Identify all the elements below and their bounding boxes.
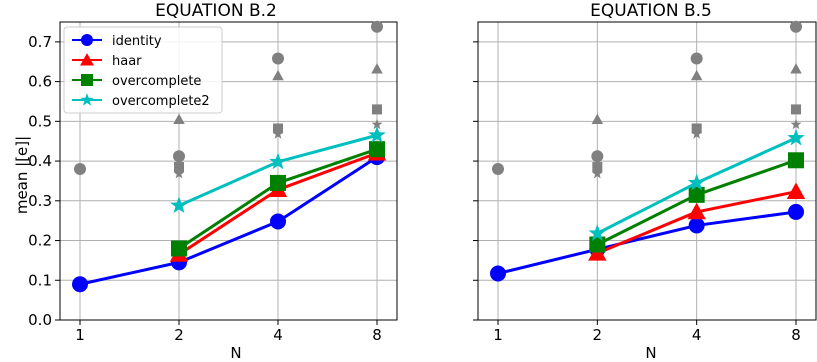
data-point-overcomplete2 — [588, 224, 607, 241]
gray-point — [173, 113, 185, 124]
gray-point — [592, 162, 603, 173]
series-line-identity — [497, 210, 797, 275]
data-point-overcomplete — [589, 236, 606, 253]
legend-marker-identity — [81, 34, 93, 46]
x-tick-label: 2 — [174, 326, 184, 344]
legend-box — [63, 26, 223, 114]
data-point-haar — [687, 202, 706, 220]
gray-point — [691, 128, 703, 139]
data-point-identity — [72, 276, 88, 293]
data-point-overcomplete2 — [269, 152, 287, 170]
y-tick-label: 0.2 — [28, 232, 52, 250]
gray-point — [690, 52, 703, 65]
left-plot-panel: 0.0 0.1 0.2 0.3 0.4 0.5 0.6 0.7 1 2 4 8 — [28, 20, 398, 344]
data-point-overcomplete — [270, 174, 286, 191]
y-tick-label: 0.3 — [28, 192, 52, 210]
gray-point — [272, 128, 284, 139]
x-tick-label: 1 — [75, 326, 85, 344]
plot-frame — [59, 21, 398, 321]
y-tick-label: 0.4 — [28, 152, 52, 170]
x-tick-label: 1 — [493, 326, 503, 344]
data-point-overcomplete2 — [368, 126, 386, 143]
gray-point — [790, 63, 802, 74]
x-tick-label: 4 — [692, 326, 702, 344]
data-point-identity — [788, 203, 804, 220]
gray-point — [791, 104, 801, 115]
legend-label-identity: identity — [112, 34, 162, 49]
gray-point — [492, 163, 504, 176]
data-point-overcomplete — [688, 186, 705, 203]
gray-point — [591, 150, 604, 163]
right-chart-title: EQUATION B.5 — [590, 1, 712, 21]
data-point-overcomplete — [171, 240, 187, 257]
x-tick-label: 8 — [791, 326, 801, 344]
data-point-haar — [786, 182, 806, 200]
legend-label-haar: haar — [112, 54, 142, 69]
x-tick-label: 8 — [372, 326, 382, 344]
series-line-identity — [79, 155, 378, 286]
legend: identity haar overcomplete overcomplete2 — [63, 26, 223, 114]
gray-point — [371, 63, 383, 74]
gray-point — [371, 20, 383, 33]
data-point-overcomplete — [788, 152, 804, 169]
gray-point — [74, 163, 86, 176]
plot-frame — [477, 21, 817, 321]
gray-point — [272, 69, 284, 81]
data-point-overcomplete2 — [787, 128, 805, 146]
left-x-axis-label: N — [230, 344, 241, 362]
right-plot-panel: 1 2 4 8 — [473, 20, 817, 344]
data-point-identity — [688, 217, 705, 234]
gray-point — [173, 168, 185, 179]
gray-point — [591, 113, 604, 124]
gray-point — [790, 118, 802, 130]
right-x-axis-label: N — [645, 344, 656, 362]
y-tick-label: 0.7 — [28, 33, 52, 51]
y-tick-label: 0.5 — [28, 112, 52, 130]
gray-point — [690, 69, 703, 81]
left-chart-title: EQUATION B.2 — [155, 1, 277, 21]
gray-point — [272, 52, 284, 65]
data-point-overcomplete2 — [687, 173, 706, 191]
y-tick-label: 0.6 — [28, 73, 52, 91]
legend-label-overcomplete: overcomplete — [112, 74, 201, 89]
data-point-identity — [270, 213, 286, 230]
gray-point — [591, 168, 603, 179]
y-tick-label: 0.0 — [28, 311, 52, 329]
legend-marker-overcomplete — [81, 74, 93, 86]
data-point-overcomplete2 — [170, 196, 188, 214]
legend-label-overcomplete2: overcomplete2 — [112, 94, 210, 109]
gray-point — [372, 104, 382, 115]
x-tick-label: 4 — [273, 326, 283, 344]
left-y-axis-label: mean |[e]| — [13, 136, 31, 214]
data-point-overcomplete — [369, 141, 385, 158]
gray-point — [173, 150, 185, 163]
data-point-identity — [490, 265, 506, 282]
gray-point — [371, 118, 383, 130]
legend-marker-haar — [80, 53, 94, 66]
legend-marker-overcomplete2 — [80, 93, 94, 106]
gray-point — [790, 20, 802, 33]
y-tick-label: 0.1 — [28, 271, 52, 289]
gray-point — [174, 162, 184, 173]
x-tick-label: 2 — [593, 326, 603, 344]
